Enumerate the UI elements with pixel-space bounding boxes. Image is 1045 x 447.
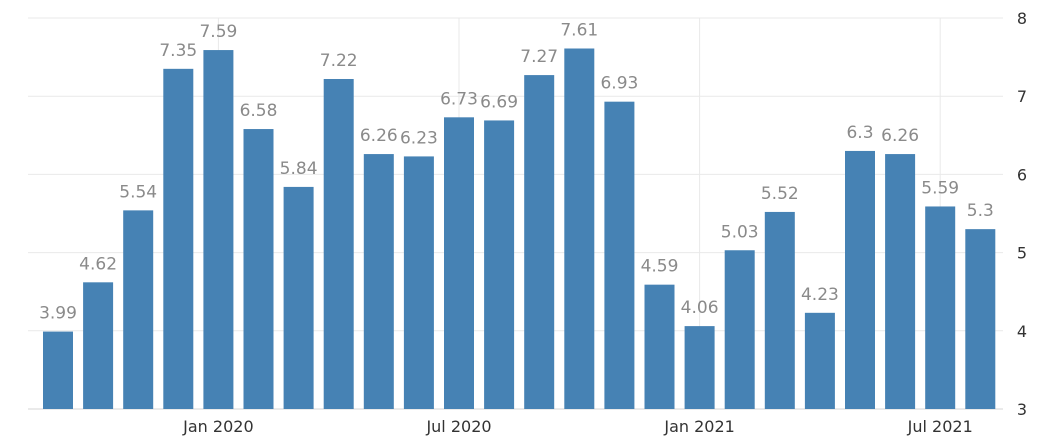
bar (925, 206, 956, 409)
bar (243, 129, 274, 409)
x-tick-label: Jan 2020 (182, 417, 253, 436)
bar (323, 78, 354, 409)
bar (363, 154, 394, 409)
y-tick-label: 4 (1017, 322, 1027, 341)
data-label: 7.35 (159, 41, 197, 61)
bar (885, 154, 916, 409)
bar (163, 68, 194, 409)
bar (724, 250, 755, 409)
data-label: 6.93 (600, 74, 638, 94)
x-axis: Jan 2020 Jul 2020 Jan 2021 Jul 2021 (182, 417, 973, 436)
data-label: 4.62 (79, 254, 117, 274)
bar (764, 211, 795, 409)
bar (564, 48, 595, 410)
x-tick-label: Jul 2020 (425, 417, 491, 436)
bar (444, 117, 474, 410)
data-label: 5.52 (761, 184, 799, 204)
data-label: 6.69 (480, 92, 518, 112)
bar (83, 282, 114, 409)
data-label: 5.03 (721, 222, 759, 242)
bar (965, 229, 996, 409)
data-label: 3.99 (39, 304, 77, 324)
y-axis: 3 4 5 6 7 8 (1017, 9, 1027, 419)
data-label: 4.06 (681, 298, 719, 318)
data-label: 5.59 (921, 178, 959, 198)
data-label: 7.27 (520, 47, 558, 67)
y-tick-label: 3 (1017, 400, 1027, 419)
data-label: 6.26 (881, 126, 919, 146)
data-label: 5.54 (119, 182, 157, 202)
bar (403, 156, 434, 409)
bar (524, 75, 555, 409)
bar (644, 284, 675, 409)
bar-series (43, 48, 996, 410)
bar (604, 101, 635, 409)
data-label: 7.22 (320, 51, 358, 71)
x-tick-label: Jan 2021 (663, 417, 734, 436)
bar (684, 326, 715, 409)
y-tick-label: 6 (1017, 165, 1027, 184)
data-label: 4.23 (801, 285, 839, 305)
data-labels: 3.994.625.547.357.596.585.847.226.26 6.23… (39, 20, 994, 323)
data-label: 6.58 (240, 101, 278, 121)
bar (203, 50, 234, 409)
bar (43, 331, 73, 409)
x-tick-label: Jul 2021 (907, 417, 973, 436)
y-tick-label: 8 (1017, 9, 1027, 28)
bar (845, 150, 875, 409)
data-label: 6.73 (440, 89, 478, 109)
data-label: 6.26 (360, 126, 398, 146)
bar (123, 210, 154, 409)
bar (283, 186, 314, 409)
data-label: 5.84 (280, 159, 318, 179)
data-label: 7.59 (199, 22, 237, 42)
data-label: 5.3 (967, 201, 994, 221)
data-label: 4.59 (641, 257, 679, 277)
bar (804, 312, 835, 409)
data-label: 7.61 (560, 20, 598, 40)
y-tick-label: 7 (1017, 87, 1027, 106)
data-label: 6.3 (846, 123, 873, 143)
y-tick-label: 5 (1017, 244, 1027, 263)
bar (484, 120, 515, 409)
data-label: 6.23 (400, 128, 438, 148)
